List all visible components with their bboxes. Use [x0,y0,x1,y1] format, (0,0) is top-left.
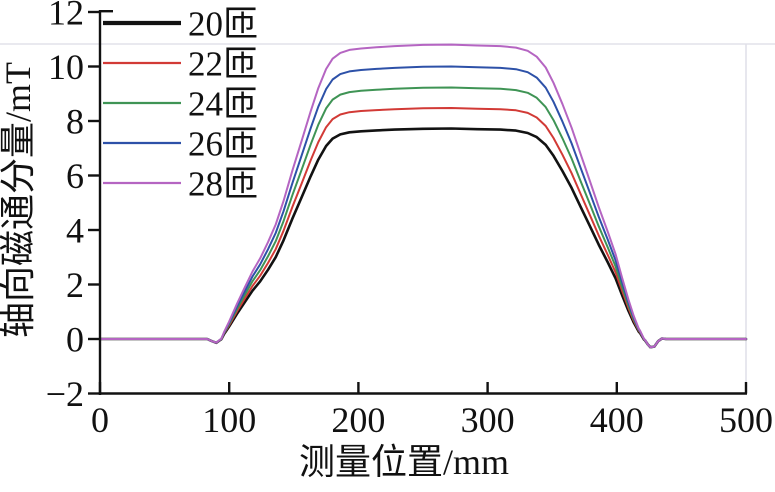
legend-item-0: 20匝 [103,5,258,44]
y-axis-title: 轴向磁通分量/mT [0,62,38,338]
x-tick-label: 500 [719,400,773,440]
legend-label: 20匝 [188,5,258,44]
series-group [98,43,748,349]
x-axis-title: 测量位置/mm [299,442,509,482]
series-line-4 [99,43,747,349]
y-tick-label: 6 [66,156,84,196]
legend-label: 26匝 [188,125,258,164]
legend-item-3: 26匝 [103,125,258,164]
legend-label: 24匝 [188,85,258,124]
legend-label: 28匝 [188,165,258,204]
y-tick-label: 10 [48,47,84,87]
x-tick-label: 100 [202,400,256,440]
y-tick-label: 8 [66,102,84,142]
x-tick-label: 0 [91,400,109,440]
legend-item-4: 28匝 [103,165,258,204]
y-tick-label: 4 [66,211,84,251]
ticks-group [88,10,748,395]
y-tick-label: 12 [48,0,84,33]
x-tick-label: 300 [461,400,515,440]
y-tick-label: 0 [66,320,84,360]
legend-item-1: 22匝 [103,45,258,84]
legend-label: 22匝 [188,45,258,84]
legend-item-2: 24匝 [103,85,258,124]
y-tick-label: −2 [46,374,84,414]
y-tick-label: 2 [66,265,84,305]
x-tick-label: 400 [590,400,644,440]
axes-group [88,9,748,395]
x-tick-label: 200 [331,400,385,440]
